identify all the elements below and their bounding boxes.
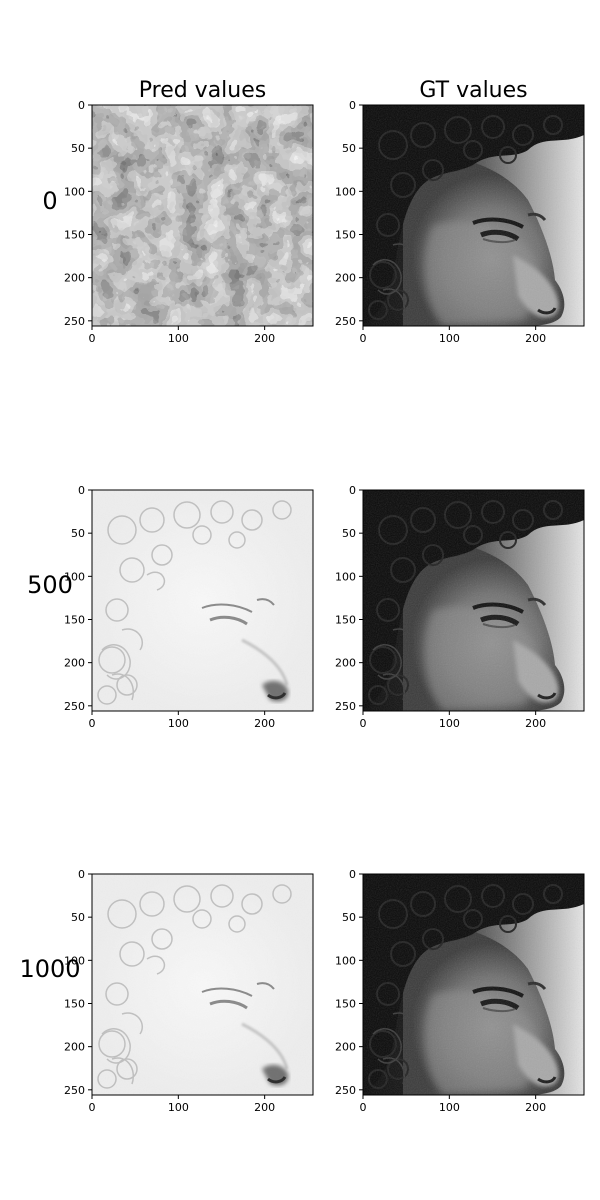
- y-tick-label: 50: [342, 527, 356, 540]
- x-tick-label: 0: [89, 717, 96, 730]
- y-tick-label: 0: [78, 99, 85, 112]
- panel-gt-row-0: 0 100 200 0 50 100 150 200 250: [335, 99, 585, 345]
- y-tick-label: 250: [64, 315, 85, 328]
- x-tick-label: 0: [360, 1101, 367, 1114]
- y-tick-label: 150: [64, 228, 85, 241]
- panel-pred-row-1000: 0 100 200 0 50 100 150 200 250: [64, 868, 314, 1114]
- row-label-500: 500: [27, 571, 73, 599]
- y-tick-label: 100: [335, 185, 356, 198]
- y-tick-label: 50: [71, 527, 85, 540]
- column-title-pred: Pred values: [139, 78, 267, 103]
- y-tick-label: 200: [64, 272, 85, 285]
- y-tick-label: 250: [64, 1084, 85, 1097]
- x-tick-label: 0: [360, 717, 367, 730]
- y-tick-label: 50: [71, 142, 85, 155]
- x-tick-label: 100: [439, 332, 460, 345]
- column-title-gt: GT values: [419, 78, 527, 103]
- x-tick-label: 200: [525, 332, 546, 345]
- y-tick-label: 100: [64, 954, 85, 967]
- axes-frame: [91, 873, 314, 1096]
- axes-frame: [362, 489, 585, 712]
- panel-image: [363, 874, 584, 1095]
- x-tick-label: 100: [439, 717, 460, 730]
- row-label-1000: 1000: [19, 955, 80, 983]
- panel-pred-row-500: 0 100 200 0 50 100 150 200 250: [64, 484, 314, 730]
- x-tick-label: 200: [254, 717, 275, 730]
- y-tick-label: 200: [335, 1041, 356, 1054]
- y-tick-label: 150: [335, 228, 356, 241]
- axes-frame: [91, 104, 314, 327]
- panel-image: [92, 490, 313, 711]
- y-tick-label: 100: [335, 954, 356, 967]
- axes-frame: [362, 873, 585, 1096]
- y-tick-label: 0: [349, 868, 356, 881]
- y-tick-label: 50: [342, 142, 356, 155]
- panel-image: [363, 490, 584, 711]
- panel-pred-row-0: 0 100 200 0 50 100 150 200 250: [64, 99, 314, 345]
- x-tick-label: 0: [89, 1101, 96, 1114]
- y-tick-label: 150: [335, 613, 356, 626]
- y-tick-label: 100: [64, 185, 85, 198]
- y-tick-label: 0: [78, 484, 85, 497]
- x-tick-label: 0: [89, 332, 96, 345]
- y-tick-label: 150: [64, 997, 85, 1010]
- panel-image: [92, 874, 313, 1095]
- x-tick-label: 200: [254, 1101, 275, 1114]
- y-tick-label: 50: [71, 911, 85, 924]
- y-tick-label: 50: [342, 911, 356, 924]
- x-tick-label: 100: [168, 717, 189, 730]
- y-tick-label: 100: [335, 570, 356, 583]
- x-tick-label: 200: [525, 717, 546, 730]
- x-tick-label: 100: [168, 332, 189, 345]
- panel-gt-row-1000: 0 100 200 0 50 100 150 200 250: [335, 868, 585, 1114]
- x-tick-label: 200: [254, 332, 275, 345]
- x-tick-label: 0: [360, 332, 367, 345]
- y-tick-label: 0: [78, 868, 85, 881]
- panel-image: [92, 105, 313, 326]
- y-tick-label: 150: [64, 613, 85, 626]
- y-tick-label: 0: [349, 99, 356, 112]
- y-tick-label: 250: [335, 315, 356, 328]
- y-tick-label: 250: [64, 700, 85, 713]
- row-label-0: 0: [42, 187, 57, 215]
- y-tick-label: 100: [64, 570, 85, 583]
- y-tick-label: 150: [335, 997, 356, 1010]
- y-tick-label: 200: [335, 272, 356, 285]
- panel-gt-row-500: 0 100 200 0 50 100 150 200 250: [335, 484, 585, 730]
- x-tick-label: 100: [439, 1101, 460, 1114]
- y-tick-label: 200: [64, 657, 85, 670]
- y-tick-label: 250: [335, 700, 356, 713]
- x-tick-label: 100: [168, 1101, 189, 1114]
- axes-frame: [91, 489, 314, 712]
- x-tick-label: 200: [525, 1101, 546, 1114]
- y-tick-label: 200: [335, 657, 356, 670]
- y-tick-label: 200: [64, 1041, 85, 1054]
- axes-frame: [362, 104, 585, 327]
- panels: 0 100 200 0 50 100 150 200 250 0 100 200 0 50 100 150 20…: [64, 99, 585, 1114]
- y-tick-label: 0: [349, 484, 356, 497]
- panel-image: [363, 105, 584, 326]
- y-tick-label: 250: [335, 1084, 356, 1097]
